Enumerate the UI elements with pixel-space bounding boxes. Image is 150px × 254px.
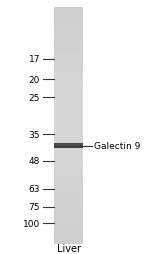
Bar xyxy=(54,117,83,120)
Bar xyxy=(54,238,83,241)
Bar xyxy=(54,90,83,93)
Bar xyxy=(54,135,83,137)
Bar xyxy=(54,202,83,205)
Bar xyxy=(54,241,83,244)
Text: Galectin 9: Galectin 9 xyxy=(94,141,141,150)
Bar xyxy=(54,49,83,52)
Bar xyxy=(54,132,83,135)
Bar xyxy=(54,190,83,194)
Bar xyxy=(54,152,83,155)
Bar xyxy=(54,25,83,28)
Bar xyxy=(54,211,83,214)
Bar xyxy=(54,164,83,167)
Bar xyxy=(54,223,83,226)
Bar xyxy=(54,220,83,223)
Bar xyxy=(54,126,83,129)
Bar xyxy=(54,52,83,55)
Bar xyxy=(54,232,83,235)
Bar xyxy=(54,96,83,99)
Bar xyxy=(54,120,83,123)
Bar xyxy=(54,46,83,49)
Bar xyxy=(54,185,83,188)
Text: 100: 100 xyxy=(23,219,40,228)
Bar xyxy=(54,108,83,111)
Bar xyxy=(54,149,83,152)
Bar xyxy=(54,82,83,84)
Bar xyxy=(54,144,83,148)
Bar xyxy=(54,167,83,170)
Bar xyxy=(54,208,83,211)
Bar xyxy=(54,161,83,164)
Bar xyxy=(54,87,83,90)
Bar xyxy=(54,31,83,34)
Bar xyxy=(54,155,83,158)
Bar xyxy=(54,84,83,87)
Bar xyxy=(54,176,83,179)
Text: 17: 17 xyxy=(29,55,40,64)
Bar xyxy=(54,11,83,13)
Text: 25: 25 xyxy=(29,93,40,102)
Text: 35: 35 xyxy=(29,130,40,139)
Bar xyxy=(54,194,83,197)
Text: 48: 48 xyxy=(29,157,40,166)
Bar xyxy=(54,137,83,140)
Text: 63: 63 xyxy=(29,185,40,194)
Bar xyxy=(54,158,83,161)
Bar xyxy=(54,58,83,61)
Bar xyxy=(54,64,83,67)
Bar xyxy=(54,129,83,132)
Bar xyxy=(54,61,83,64)
Bar xyxy=(54,99,83,102)
Bar xyxy=(54,105,83,108)
Bar xyxy=(54,102,83,105)
Bar xyxy=(54,182,83,185)
Bar xyxy=(54,75,83,78)
Bar xyxy=(54,226,83,229)
Bar xyxy=(54,188,83,190)
Bar xyxy=(54,78,83,82)
Bar xyxy=(54,140,83,144)
Bar xyxy=(54,67,83,70)
Bar xyxy=(54,13,83,17)
Text: 20: 20 xyxy=(29,75,40,85)
Bar xyxy=(54,19,83,22)
Bar xyxy=(54,8,83,11)
Text: Liver: Liver xyxy=(57,243,81,252)
Bar xyxy=(54,123,83,126)
Bar xyxy=(54,111,83,114)
Bar xyxy=(54,179,83,182)
Bar xyxy=(54,205,83,208)
Bar xyxy=(54,114,83,117)
Bar xyxy=(54,235,83,238)
Bar xyxy=(54,70,83,73)
Bar xyxy=(54,173,83,176)
Bar xyxy=(54,197,83,199)
Bar xyxy=(54,22,83,25)
Bar xyxy=(54,147,83,148)
Bar xyxy=(54,55,83,58)
Text: 75: 75 xyxy=(29,202,40,211)
Bar xyxy=(54,28,83,31)
Bar xyxy=(54,144,83,146)
Bar xyxy=(54,43,83,46)
Bar xyxy=(54,37,83,40)
Bar xyxy=(54,214,83,217)
Bar xyxy=(54,229,83,232)
Bar xyxy=(54,170,83,173)
Bar xyxy=(54,199,83,202)
Bar xyxy=(54,217,83,220)
Bar xyxy=(54,146,83,149)
Bar xyxy=(54,34,83,37)
Bar xyxy=(54,73,83,75)
Bar xyxy=(54,40,83,43)
Bar xyxy=(54,93,83,96)
Bar xyxy=(54,17,83,19)
